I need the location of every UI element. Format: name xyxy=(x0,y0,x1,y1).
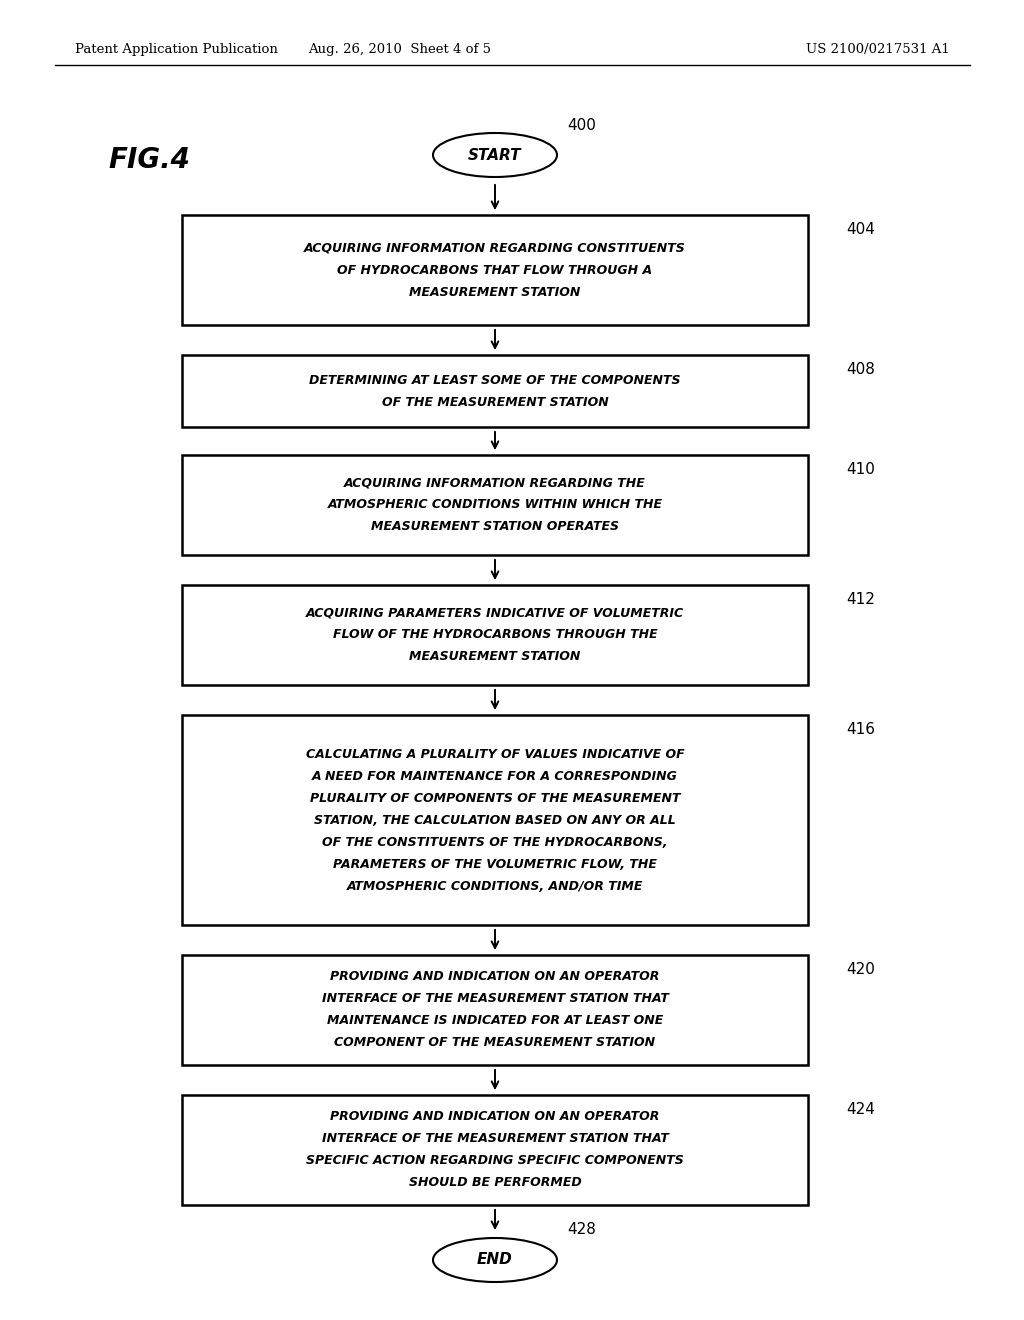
Text: US 2100/0217531 A1: US 2100/0217531 A1 xyxy=(806,44,950,57)
Text: 410: 410 xyxy=(846,462,874,477)
Text: 420: 420 xyxy=(846,961,874,977)
Text: 400: 400 xyxy=(567,117,596,132)
Text: 416: 416 xyxy=(846,722,874,737)
Text: ATMOSPHERIC CONDITIONS, AND/OR TIME: ATMOSPHERIC CONDITIONS, AND/OR TIME xyxy=(347,879,643,892)
Text: PARAMETERS OF THE VOLUMETRIC FLOW, THE: PARAMETERS OF THE VOLUMETRIC FLOW, THE xyxy=(333,858,657,870)
Text: SHOULD BE PERFORMED: SHOULD BE PERFORMED xyxy=(409,1176,582,1189)
Text: 404: 404 xyxy=(846,222,874,236)
Text: 424: 424 xyxy=(846,1101,874,1117)
Text: ACQUIRING INFORMATION REGARDING THE: ACQUIRING INFORMATION REGARDING THE xyxy=(344,477,646,490)
Text: Aug. 26, 2010  Sheet 4 of 5: Aug. 26, 2010 Sheet 4 of 5 xyxy=(308,44,492,57)
Text: INTERFACE OF THE MEASUREMENT STATION THAT: INTERFACE OF THE MEASUREMENT STATION THA… xyxy=(322,993,669,1006)
Bar xyxy=(182,1096,808,1205)
Text: MAINTENANCE IS INDICATED FOR AT LEAST ONE: MAINTENANCE IS INDICATED FOR AT LEAST ON… xyxy=(327,1015,664,1027)
Text: SPECIFIC ACTION REGARDING SPECIFIC COMPONENTS: SPECIFIC ACTION REGARDING SPECIFIC COMPO… xyxy=(306,1155,684,1167)
Text: START: START xyxy=(468,148,522,162)
Text: MEASUREMENT STATION: MEASUREMENT STATION xyxy=(410,285,581,298)
Bar xyxy=(182,954,808,1065)
Text: PLURALITY OF COMPONENTS OF THE MEASUREMENT: PLURALITY OF COMPONENTS OF THE MEASUREME… xyxy=(309,792,680,804)
Text: END: END xyxy=(477,1253,513,1267)
Ellipse shape xyxy=(433,133,557,177)
Text: FIG.4: FIG.4 xyxy=(108,147,189,174)
Text: 412: 412 xyxy=(846,591,874,606)
Bar xyxy=(182,585,808,685)
Text: ACQUIRING INFORMATION REGARDING CONSTITUENTS: ACQUIRING INFORMATION REGARDING CONSTITU… xyxy=(304,242,686,255)
Bar xyxy=(182,355,808,426)
Text: DETERMINING AT LEAST SOME OF THE COMPONENTS: DETERMINING AT LEAST SOME OF THE COMPONE… xyxy=(309,374,681,387)
Text: COMPONENT OF THE MEASUREMENT STATION: COMPONENT OF THE MEASUREMENT STATION xyxy=(335,1036,655,1049)
Text: OF THE MEASUREMENT STATION: OF THE MEASUREMENT STATION xyxy=(382,396,608,408)
Bar xyxy=(182,455,808,554)
Bar xyxy=(182,215,808,325)
Text: 428: 428 xyxy=(567,1222,596,1238)
Ellipse shape xyxy=(433,1238,557,1282)
Text: MEASUREMENT STATION OPERATES: MEASUREMENT STATION OPERATES xyxy=(371,520,618,533)
Text: A NEED FOR MAINTENANCE FOR A CORRESPONDING: A NEED FOR MAINTENANCE FOR A CORRESPONDI… xyxy=(312,770,678,783)
Text: INTERFACE OF THE MEASUREMENT STATION THAT: INTERFACE OF THE MEASUREMENT STATION THA… xyxy=(322,1133,669,1146)
Text: ATMOSPHERIC CONDITIONS WITHIN WHICH THE: ATMOSPHERIC CONDITIONS WITHIN WHICH THE xyxy=(328,499,663,511)
Text: CALCULATING A PLURALITY OF VALUES INDICATIVE OF: CALCULATING A PLURALITY OF VALUES INDICA… xyxy=(306,747,684,760)
Text: OF THE CONSTITUENTS OF THE HYDROCARBONS,: OF THE CONSTITUENTS OF THE HYDROCARBONS, xyxy=(323,836,668,849)
Text: Patent Application Publication: Patent Application Publication xyxy=(75,44,278,57)
Text: MEASUREMENT STATION: MEASUREMENT STATION xyxy=(410,651,581,664)
Text: OF HYDROCARBONS THAT FLOW THROUGH A: OF HYDROCARBONS THAT FLOW THROUGH A xyxy=(338,264,652,276)
Text: ACQUIRING PARAMETERS INDICATIVE OF VOLUMETRIC: ACQUIRING PARAMETERS INDICATIVE OF VOLUM… xyxy=(306,606,684,619)
Text: STATION, THE CALCULATION BASED ON ANY OR ALL: STATION, THE CALCULATION BASED ON ANY OR… xyxy=(314,813,676,826)
Text: FLOW OF THE HYDROCARBONS THROUGH THE: FLOW OF THE HYDROCARBONS THROUGH THE xyxy=(333,628,657,642)
Text: PROVIDING AND INDICATION ON AN OPERATOR: PROVIDING AND INDICATION ON AN OPERATOR xyxy=(331,1110,659,1123)
Bar xyxy=(182,715,808,925)
Text: PROVIDING AND INDICATION ON AN OPERATOR: PROVIDING AND INDICATION ON AN OPERATOR xyxy=(331,970,659,983)
Text: 408: 408 xyxy=(846,362,874,376)
